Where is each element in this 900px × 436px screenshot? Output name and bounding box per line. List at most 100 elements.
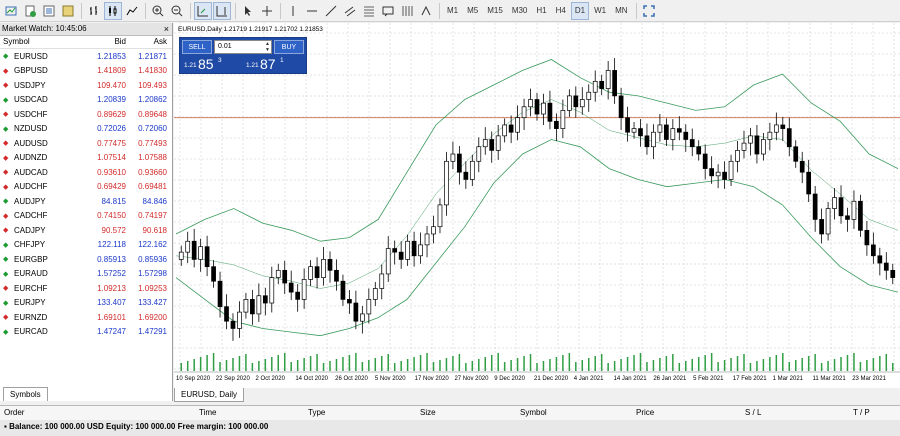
candle-body xyxy=(224,306,229,322)
sell-button[interactable]: SELL xyxy=(182,40,212,54)
symbol-cell: ◆ GBPUSD xyxy=(0,66,80,75)
x-tick-label: 4 Jan 2021 xyxy=(574,376,604,382)
list-item[interactable]: ◆ EURUSD 1.21853 1.21871 xyxy=(0,49,172,64)
col-price[interactable]: Price xyxy=(636,408,655,417)
ask-cell: 0.74197 xyxy=(138,211,167,221)
line-chart-icon[interactable] xyxy=(123,2,141,20)
period-separator-icon[interactable] xyxy=(398,2,416,20)
symbol-cell: ◆ EURCAD xyxy=(0,327,80,336)
list-item[interactable]: ◆ USDCAD 1.20839 1.20862 xyxy=(0,93,172,108)
zoom-in-icon[interactable] xyxy=(149,2,167,20)
list-item[interactable]: ◆ CADCHF 0.74150 0.74197 xyxy=(0,209,172,224)
lot-size-input[interactable]: 0.01 ▲ ▼ xyxy=(214,40,272,54)
list-item[interactable]: ◆ EURCHF 1.09213 1.09253 xyxy=(0,281,172,296)
list-item[interactable]: ◆ CHFJPY 122.118 122.162 xyxy=(0,238,172,253)
list-item[interactable]: ◆ AUDNZD 1.07514 1.07588 xyxy=(0,151,172,166)
chart-info-line: EURUSD,Daily 1.21719 1.21917 1.21702 1.2… xyxy=(178,26,323,33)
col-size[interactable]: Size xyxy=(420,408,436,417)
timeframe-m1[interactable]: M1 xyxy=(447,6,459,15)
candle-body xyxy=(825,208,831,235)
candlestick-icon[interactable] xyxy=(104,1,122,20)
candle-body xyxy=(709,168,714,177)
candlestick-chart[interactable]: 10 Sep 2020 22 Sep 2020 2 Oct 2020 14 Oct 2… xyxy=(174,23,900,388)
list-item[interactable]: ◆ CADJPY 90.572 90.618 xyxy=(0,223,172,238)
timeframe-m15[interactable]: M15 xyxy=(487,6,503,15)
list-item[interactable]: ◆ GBPUSD 1.41809 1.41830 xyxy=(0,64,172,79)
x-tick-label: 5 Feb 2021 xyxy=(693,376,724,382)
list-item[interactable]: ◆ USDCHF 0.89629 0.89648 xyxy=(0,107,172,122)
bid-cell: 90.572 xyxy=(101,225,126,235)
col-symbol[interactable]: Symbol xyxy=(520,408,547,417)
lot-size-value: 0.01 xyxy=(218,43,232,50)
list-item[interactable]: ◆ EURGBP 0.85913 0.85936 xyxy=(0,252,172,267)
sell-price-prefix: 1.21 xyxy=(184,62,197,69)
list-item[interactable]: ◆ EURCAD 1.47247 1.47291 xyxy=(0,325,172,340)
timeframe-h4[interactable]: H4 xyxy=(555,6,566,15)
header-symbol[interactable]: Symbol xyxy=(3,37,30,46)
timeframe-w1[interactable]: W1 xyxy=(594,6,607,15)
cursor-icon[interactable] xyxy=(239,2,257,20)
timeframe-h1[interactable]: H1 xyxy=(536,6,547,15)
list-item[interactable]: ◆ AUDCAD 0.93610 0.93660 xyxy=(0,165,172,180)
profiles-icon[interactable] xyxy=(21,2,39,20)
list-item[interactable]: ◆ USDJPY 109.470 109.493 xyxy=(0,78,172,93)
buy-button[interactable]: BUY xyxy=(274,40,304,54)
header-ask[interactable]: Ask xyxy=(153,37,167,46)
timeframe-d1[interactable]: D1 xyxy=(570,1,590,20)
symbol-cell: ◆ AUDNZD xyxy=(0,153,80,162)
horizontal-line-icon[interactable] xyxy=(303,2,321,20)
market-watch-icon[interactable] xyxy=(40,2,58,20)
candle-body xyxy=(288,282,294,293)
text-label-icon[interactable] xyxy=(379,2,397,20)
col-sl[interactable]: S / L xyxy=(745,408,762,417)
arrows-icon[interactable] xyxy=(417,2,435,20)
navigator-icon[interactable] xyxy=(59,2,77,20)
list-item[interactable]: ◆ EURNZD 1.69101 1.69200 xyxy=(0,310,172,325)
crosshair-icon[interactable] xyxy=(258,2,276,20)
trendline-icon[interactable] xyxy=(322,2,340,20)
vertical-line-icon[interactable] xyxy=(284,2,302,20)
bar-chart-icon[interactable] xyxy=(85,2,103,20)
symbol-name: EURAUD xyxy=(14,269,48,279)
list-item[interactable]: ◆ AUDUSD 0.77475 0.77493 xyxy=(0,136,172,151)
candle-body xyxy=(748,135,753,144)
list-item[interactable]: ◆ NZDUSD 0.72026 0.72060 xyxy=(0,122,172,137)
candle-body xyxy=(651,131,656,148)
candle-body xyxy=(405,240,410,260)
col-tp[interactable]: T / P xyxy=(853,408,870,417)
market-watch-panel: Market Watch: 10:45:06 × Symbol Bid Ask … xyxy=(0,23,173,401)
col-time[interactable]: Time xyxy=(199,408,217,417)
list-item[interactable]: ◆ AUDCHF 0.69429 0.69481 xyxy=(0,180,172,195)
tab-chart-eurusd[interactable]: EURUSD, Daily xyxy=(174,388,245,402)
chart-shift-icon[interactable] xyxy=(213,1,231,20)
close-icon[interactable]: × xyxy=(163,24,169,34)
fibonacci-icon[interactable] xyxy=(360,2,378,20)
zoom-out-icon[interactable] xyxy=(168,2,186,20)
candle-body xyxy=(437,204,443,228)
list-item[interactable]: ◆ EURJPY 133.407 133.427 xyxy=(0,296,172,311)
header-bid[interactable]: Bid xyxy=(114,37,126,46)
chart-window[interactable]: 10 Sep 2020 22 Sep 2020 2 Oct 2020 14 Oct 2… xyxy=(174,23,900,388)
auto-scroll-icon[interactable] xyxy=(194,1,212,20)
col-type[interactable]: Type xyxy=(308,408,326,417)
list-item[interactable]: ◆ EURAUD 1.57252 1.57298 xyxy=(0,267,172,282)
fullscreen-icon[interactable] xyxy=(640,2,658,20)
list-item[interactable]: ◆ AUDJPY 84.815 84.846 xyxy=(0,194,172,209)
symbol-cell: ◆ EURCHF xyxy=(0,284,80,293)
new-chart-icon[interactable] xyxy=(2,2,20,20)
candle-body xyxy=(515,117,520,133)
sell-price-quote[interactable]: 1.21 85 3 xyxy=(182,56,242,73)
channel-icon[interactable] xyxy=(341,2,359,20)
col-order[interactable]: Order xyxy=(4,408,25,417)
timeframe-mn[interactable]: MN xyxy=(615,6,628,15)
arrow-up-icon: ◆ xyxy=(3,241,9,249)
candle-body xyxy=(185,240,191,253)
lot-spinner-icon[interactable]: ▲ ▼ xyxy=(265,41,270,53)
timeframe-m5[interactable]: M5 xyxy=(467,6,479,15)
timeframe-m30[interactable]: M30 xyxy=(511,6,528,15)
tab-symbols[interactable]: Symbols xyxy=(3,387,48,401)
candle-body xyxy=(638,128,643,137)
candle-body xyxy=(573,95,579,108)
arrow-down-icon: ◆ xyxy=(3,212,9,220)
buy-price-quote[interactable]: 1.21 87 1 xyxy=(244,56,304,73)
